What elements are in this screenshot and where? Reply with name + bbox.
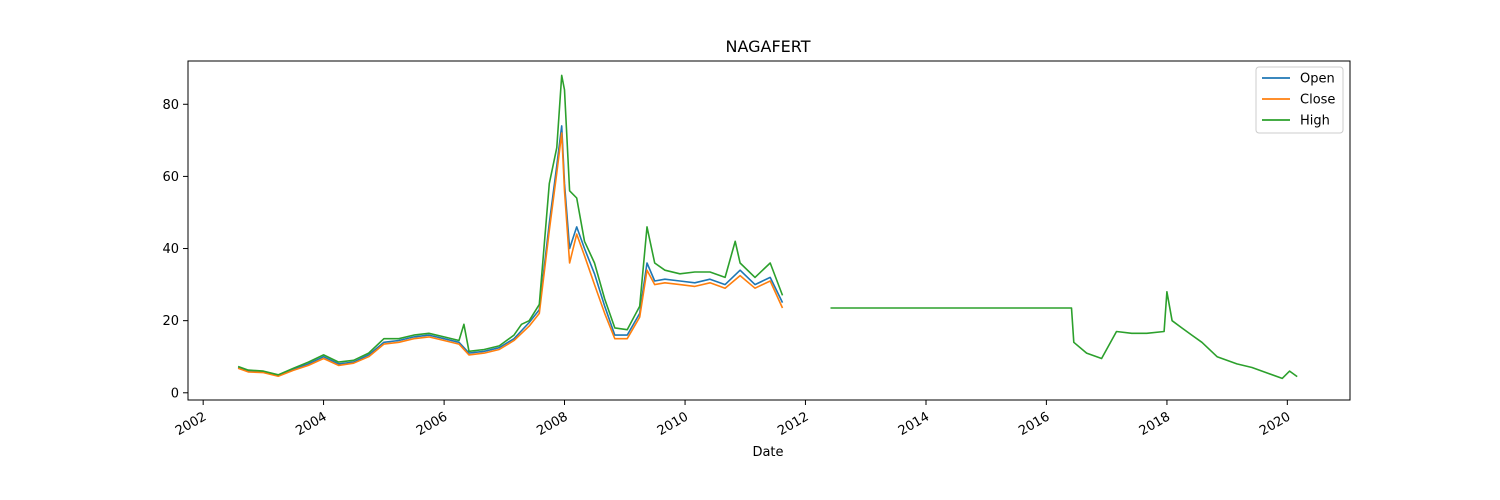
x-tick-label: 2016 [1016,409,1052,439]
plot-area-frame [187,60,1351,401]
legend-label-open: Open [1300,72,1335,87]
y-tick-label: 40 [162,242,179,257]
x-axis-title: Date [752,445,783,460]
y-tick-label: 60 [162,170,179,185]
y-tick-label: 80 [162,98,179,113]
legend-label-close: Close [1300,93,1335,108]
x-tick-label: 2004 [293,409,329,439]
series-line-close [237,132,784,377]
y-tick-label: 0 [171,386,179,401]
series-line-high [237,74,1298,380]
x-tick-label: 2008 [534,409,570,439]
legend-label-high: High [1300,114,1330,129]
legend: Open Close High [1255,66,1344,134]
x-tick-label: 2018 [1137,409,1173,439]
x-tick-label: 2012 [775,409,811,439]
chart-title: NAGAFERT [725,37,810,56]
x-tick-label: 2020 [1257,409,1293,439]
x-tick-label: 2014 [896,409,932,439]
x-tick-label: 2002 [173,409,209,439]
y-axis: 0 20 40 60 80 [162,98,188,401]
x-axis: 2002 2004 2006 2008 2010 2012 2014 2016 2018 2020 [173,400,1293,439]
series-line-open [237,125,784,377]
x-tick-label: 2006 [414,409,450,439]
y-tick-label: 20 [162,314,179,329]
x-tick-label: 2010 [655,409,691,439]
legend-box [1255,66,1344,134]
